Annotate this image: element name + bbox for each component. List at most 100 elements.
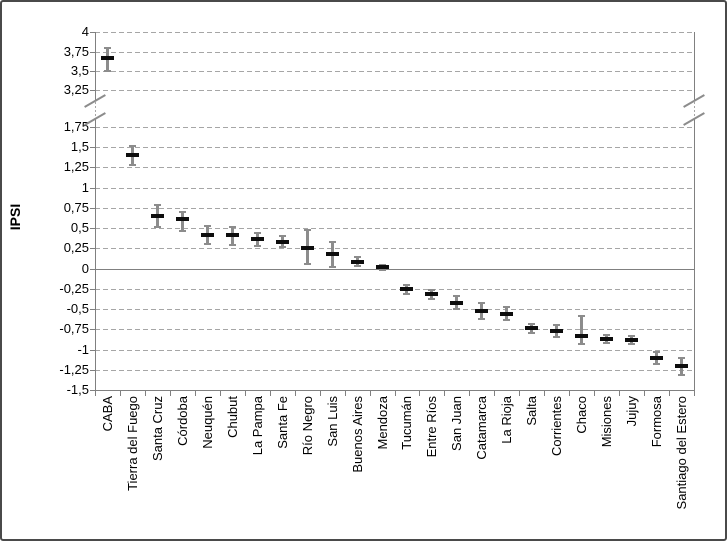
error-bar-cap-bottom <box>403 292 411 295</box>
gridline <box>95 329 694 330</box>
zero-gridline <box>95 269 694 270</box>
error-bar-cap-bottom <box>253 244 261 247</box>
y-axis-tick <box>90 370 95 371</box>
y-tick-label: 4 <box>81 24 89 39</box>
error-bar-cap-top <box>328 240 336 243</box>
error-bar-cap-top <box>203 224 211 227</box>
data-marker <box>325 252 339 257</box>
x-axis-tick <box>519 391 520 396</box>
x-category-label: Córdoba <box>174 396 190 446</box>
gridline <box>95 52 694 53</box>
y-axis-tick <box>90 269 95 270</box>
y-tick-label: -1 <box>77 342 89 357</box>
error-bar-cap-top <box>278 235 286 238</box>
error-bar-cap-bottom <box>653 363 661 366</box>
gridline <box>95 370 694 371</box>
x-axis-tick <box>195 391 196 396</box>
x-axis-tick <box>345 391 346 396</box>
x-axis-tick <box>619 391 620 396</box>
data-marker <box>500 311 514 316</box>
x-category-label: Catamarca <box>474 396 490 460</box>
x-axis-tick <box>220 391 221 396</box>
error-bar-cap-bottom <box>553 336 561 339</box>
y-tick-label: 1 <box>81 180 89 195</box>
x-category-label: Tucumán <box>399 396 415 450</box>
y-axis-line <box>95 32 96 101</box>
y-axis-tick <box>90 208 95 209</box>
gridline <box>95 90 694 91</box>
error-bar-cap-top <box>503 306 511 309</box>
x-category-label: Santiago del Estero <box>674 396 690 510</box>
x-axis-tick <box>370 391 371 396</box>
x-category-label: Salta <box>524 396 540 426</box>
y-axis-tick <box>90 329 95 330</box>
x-category-label: La Pampa <box>249 396 265 456</box>
y-axis-tick <box>90 350 95 351</box>
data-marker <box>100 56 114 61</box>
y-axis-line <box>95 119 96 391</box>
error-bar-cap-bottom <box>603 342 611 345</box>
x-category-label: Santa Cruz <box>149 396 165 462</box>
error-bar-cap-bottom <box>628 342 636 345</box>
data-marker <box>250 236 264 241</box>
error-bar-cap-bottom <box>153 225 161 228</box>
x-axis-tick <box>295 391 296 396</box>
x-category-label: Río Negro <box>299 396 315 456</box>
x-axis-tick <box>694 391 695 396</box>
y-axis-tick <box>90 228 95 229</box>
error-bar-cap-bottom <box>128 164 136 167</box>
gridline <box>95 228 694 229</box>
y-axis-tick <box>90 390 95 391</box>
x-axis-tick <box>444 391 445 396</box>
error-bar-cap-top <box>628 334 636 337</box>
x-category-label: Misiones <box>599 396 615 448</box>
data-marker <box>375 264 389 269</box>
data-marker <box>625 337 639 342</box>
error-bar-cap-bottom <box>378 269 386 272</box>
error-bar-cap-bottom <box>503 318 511 321</box>
y-axis-tick <box>90 289 95 290</box>
y-tick-label: -1,25 <box>59 362 89 377</box>
error-bar-cap-bottom <box>353 265 361 268</box>
x-axis-tick <box>494 391 495 396</box>
x-axis-tick <box>569 391 570 396</box>
gridline <box>95 127 694 128</box>
axis-break-dots <box>95 102 96 118</box>
y-axis-tick <box>90 167 95 168</box>
x-axis-tick <box>469 391 470 396</box>
right-border-line <box>694 32 695 101</box>
y-tick-label: 1,5 <box>70 139 89 154</box>
x-axis-line <box>95 390 695 391</box>
error-bar-cap-top <box>128 144 136 147</box>
gridline <box>95 167 694 168</box>
x-category-label: San Luis <box>324 396 340 447</box>
y-tick-label: -0,5 <box>66 301 89 316</box>
gridline <box>95 208 694 209</box>
x-axis-tick <box>644 391 645 396</box>
y-tick-label: 0,25 <box>63 240 89 255</box>
y-axis-tick <box>90 147 95 148</box>
gridline <box>95 147 694 148</box>
y-axis-tick <box>90 52 95 53</box>
x-category-label: Chubut <box>224 396 240 438</box>
data-marker <box>175 217 189 222</box>
error-bar-cap-top <box>428 288 436 291</box>
x-category-label: Buenos Aires <box>349 396 365 473</box>
error-bar-cap-top <box>103 47 111 50</box>
data-marker <box>400 286 414 291</box>
data-marker <box>225 233 239 238</box>
error-bar-cap-top <box>403 283 411 286</box>
y-tick-label: 3,75 <box>63 44 89 59</box>
gridline <box>95 350 694 351</box>
error-bar-cap-top <box>478 301 486 304</box>
y-axis-tick <box>90 32 95 33</box>
x-axis-tick <box>594 391 595 396</box>
y-axis-tick <box>90 188 95 189</box>
error-bar-cap-top <box>303 228 311 231</box>
error-bar-cap-top <box>603 333 611 336</box>
gridline <box>95 289 694 290</box>
data-marker <box>425 291 439 296</box>
error-bar-cap-top <box>578 314 586 317</box>
y-tick-label: -1,5 <box>66 382 89 397</box>
